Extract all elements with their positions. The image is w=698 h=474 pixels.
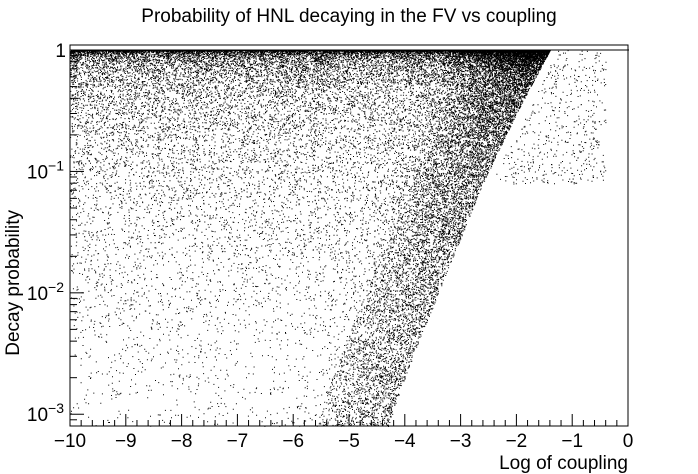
chart-title: Probability of HNL decaying in the FV vs…	[141, 6, 556, 27]
y-tick-label: 10−2	[27, 279, 64, 305]
x-tick-label: −4	[394, 431, 416, 452]
data-points	[70, 49, 629, 427]
x-tick-label: −2	[506, 431, 528, 452]
axes: −10 −9 −8 −7 −6 −5 −4 −3 −2 −1 010−310−210−11	[27, 41, 633, 452]
x-tick-label: −8	[171, 431, 193, 452]
y-axis-label: Decay probability	[3, 210, 24, 356]
x-tick-label: −10	[54, 431, 86, 452]
y-tick-label: 10−3	[27, 400, 64, 426]
x-tick-label: 0	[623, 431, 634, 452]
x-tick-label: −6	[282, 431, 304, 452]
x-axis-label: Log of coupling	[499, 453, 628, 474]
x-tick-label: −7	[227, 431, 249, 452]
data-point-cloud	[70, 49, 629, 427]
x-tick-label: −3	[450, 431, 472, 452]
y-tick-label: 10−1	[27, 157, 64, 183]
x-tick-label: −1	[561, 431, 583, 452]
x-tick-label: −9	[115, 431, 137, 452]
x-tick-label: −5	[338, 431, 360, 452]
y-tick-label: 1	[55, 41, 66, 62]
